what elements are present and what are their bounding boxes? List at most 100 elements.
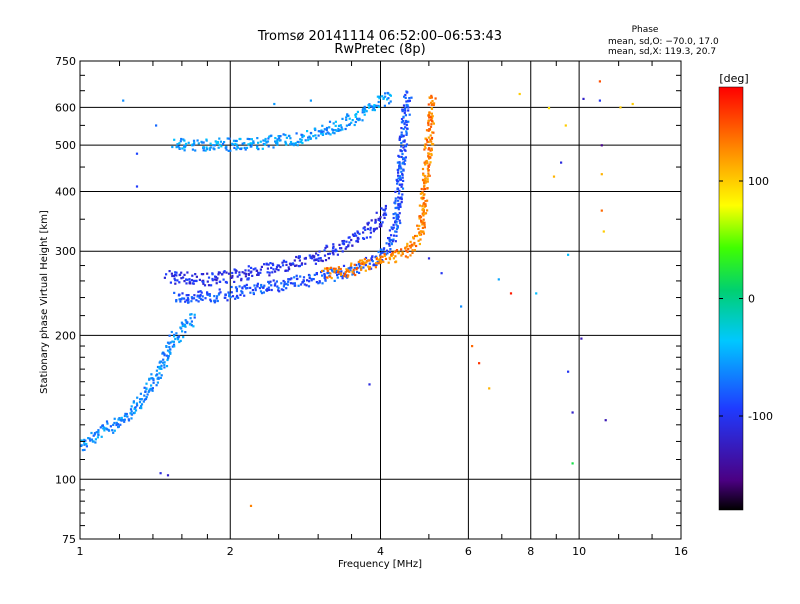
data-point (402, 179, 405, 182)
data-point (408, 99, 411, 102)
data-point (190, 313, 193, 316)
data-point (156, 381, 159, 384)
data-point (402, 127, 405, 131)
data-point (424, 178, 427, 181)
data-point (351, 119, 354, 122)
data-point (297, 256, 300, 259)
data-point (183, 323, 186, 326)
data-point (355, 113, 358, 116)
data-point (276, 264, 279, 267)
data-point (140, 407, 143, 410)
data-point (428, 111, 431, 114)
data-point (313, 273, 316, 276)
data-point (418, 242, 421, 246)
data-point (367, 221, 370, 224)
data-point (225, 281, 228, 284)
data-point (245, 283, 248, 286)
data-point (369, 228, 372, 231)
data-point (196, 139, 199, 142)
data-point (400, 150, 403, 153)
data-point (226, 137, 229, 140)
data-point (335, 249, 338, 252)
data-point (96, 436, 99, 439)
data-point (328, 252, 331, 255)
data-point (187, 301, 190, 304)
data-point (228, 137, 231, 140)
data-point (317, 130, 320, 133)
data-point (424, 200, 427, 203)
data-point (209, 300, 213, 303)
data-point (314, 262, 317, 265)
data-point (424, 212, 428, 215)
data-point (378, 223, 382, 226)
data-point (308, 280, 311, 283)
data-point (224, 147, 227, 150)
data-point (328, 120, 332, 123)
y-axis-ticks: 75 100 200 300 400 500 600 750 (55, 55, 681, 546)
data-point (289, 137, 292, 140)
data-point (394, 212, 397, 215)
data-point (322, 130, 325, 133)
data-point (175, 300, 178, 303)
data-point (422, 222, 425, 225)
data-point (237, 296, 240, 299)
data-point (280, 282, 283, 285)
data-point (274, 282, 277, 285)
data-point (167, 355, 170, 358)
data-point (382, 208, 385, 211)
data-point (407, 247, 410, 251)
data-point (401, 251, 404, 254)
data-point (423, 145, 426, 148)
data-point (155, 369, 158, 372)
data-point (181, 292, 184, 295)
data-point (307, 139, 310, 142)
data-point (160, 364, 163, 367)
data-point (407, 99, 410, 102)
data-point (343, 239, 346, 243)
data-point (160, 374, 163, 377)
data-point (179, 339, 182, 342)
data-point (379, 257, 382, 261)
data-point (419, 230, 422, 233)
data-point (396, 182, 399, 185)
data-point (401, 120, 405, 123)
data-point (432, 143, 435, 146)
data-point (350, 262, 353, 265)
data-point (183, 139, 186, 142)
data-point (335, 129, 338, 132)
data-point (276, 138, 279, 141)
data-point (347, 114, 350, 117)
data-point (432, 122, 435, 125)
data-point (395, 217, 398, 220)
data-point (342, 264, 346, 267)
data-point (216, 277, 219, 280)
data-point (432, 103, 435, 107)
data-point (215, 282, 218, 285)
data-point (317, 259, 320, 262)
data-point (426, 167, 429, 170)
data-point (362, 237, 365, 240)
data-point (172, 274, 175, 277)
data-point (267, 137, 270, 140)
data-point (188, 323, 192, 326)
data-point (430, 96, 433, 99)
data-point (112, 423, 115, 426)
data-point (398, 183, 401, 186)
data-point (234, 271, 237, 274)
data-point (94, 438, 97, 441)
data-point (420, 219, 423, 222)
data-point (170, 272, 173, 275)
data-point (294, 264, 297, 267)
data-point (390, 226, 394, 229)
data-point (143, 394, 146, 397)
data-point (144, 390, 147, 393)
data-point (392, 234, 396, 237)
data-point (356, 230, 359, 233)
data-point (384, 95, 387, 98)
data-point (418, 231, 421, 234)
data-point (423, 181, 426, 184)
data-point (314, 134, 317, 137)
data-point (310, 279, 313, 282)
data-point (113, 429, 116, 432)
data-point (394, 202, 397, 205)
